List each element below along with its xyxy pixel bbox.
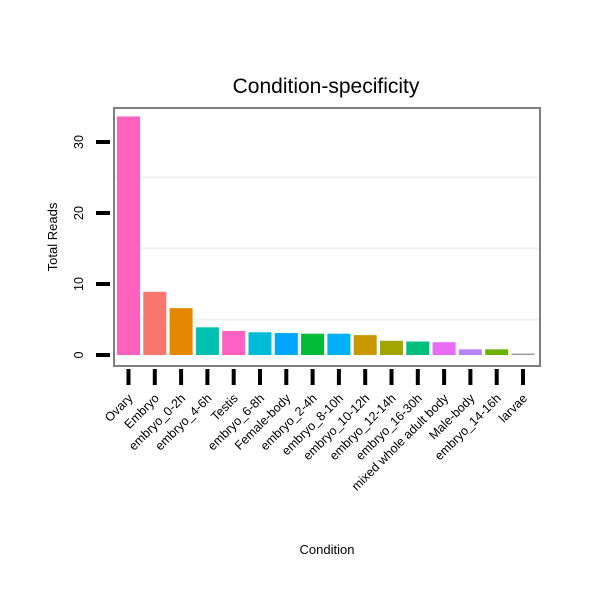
bar [169, 308, 193, 355]
y-tick-label: 20 [72, 206, 86, 220]
y-axis: 0 10 20 30 [72, 135, 110, 358]
bar [432, 342, 456, 355]
bar [458, 349, 482, 355]
x-axis: OvaryEmbryoembryo_0-2hembryo_4-6hTestise… [102, 369, 530, 493]
bar [117, 116, 140, 355]
bar [485, 349, 509, 355]
y-tick-label: 0 [72, 351, 86, 358]
x-axis-label: Condition [300, 542, 355, 557]
bar [380, 340, 403, 355]
bar [301, 333, 325, 355]
y-tick-label: 10 [72, 277, 86, 291]
bar [406, 341, 430, 355]
bar [353, 335, 377, 355]
bar [195, 327, 219, 355]
bar [327, 333, 351, 355]
bar [274, 332, 298, 355]
bars [117, 116, 535, 355]
bar [222, 330, 246, 355]
bar [248, 332, 272, 355]
y-tick-label: 30 [72, 135, 86, 149]
y-axis-label: Total Reads [45, 202, 60, 271]
bar [143, 291, 167, 355]
x-tick-label: larvae [496, 391, 530, 425]
chart-title: Condition-specificity [233, 75, 420, 98]
bar [511, 353, 535, 355]
